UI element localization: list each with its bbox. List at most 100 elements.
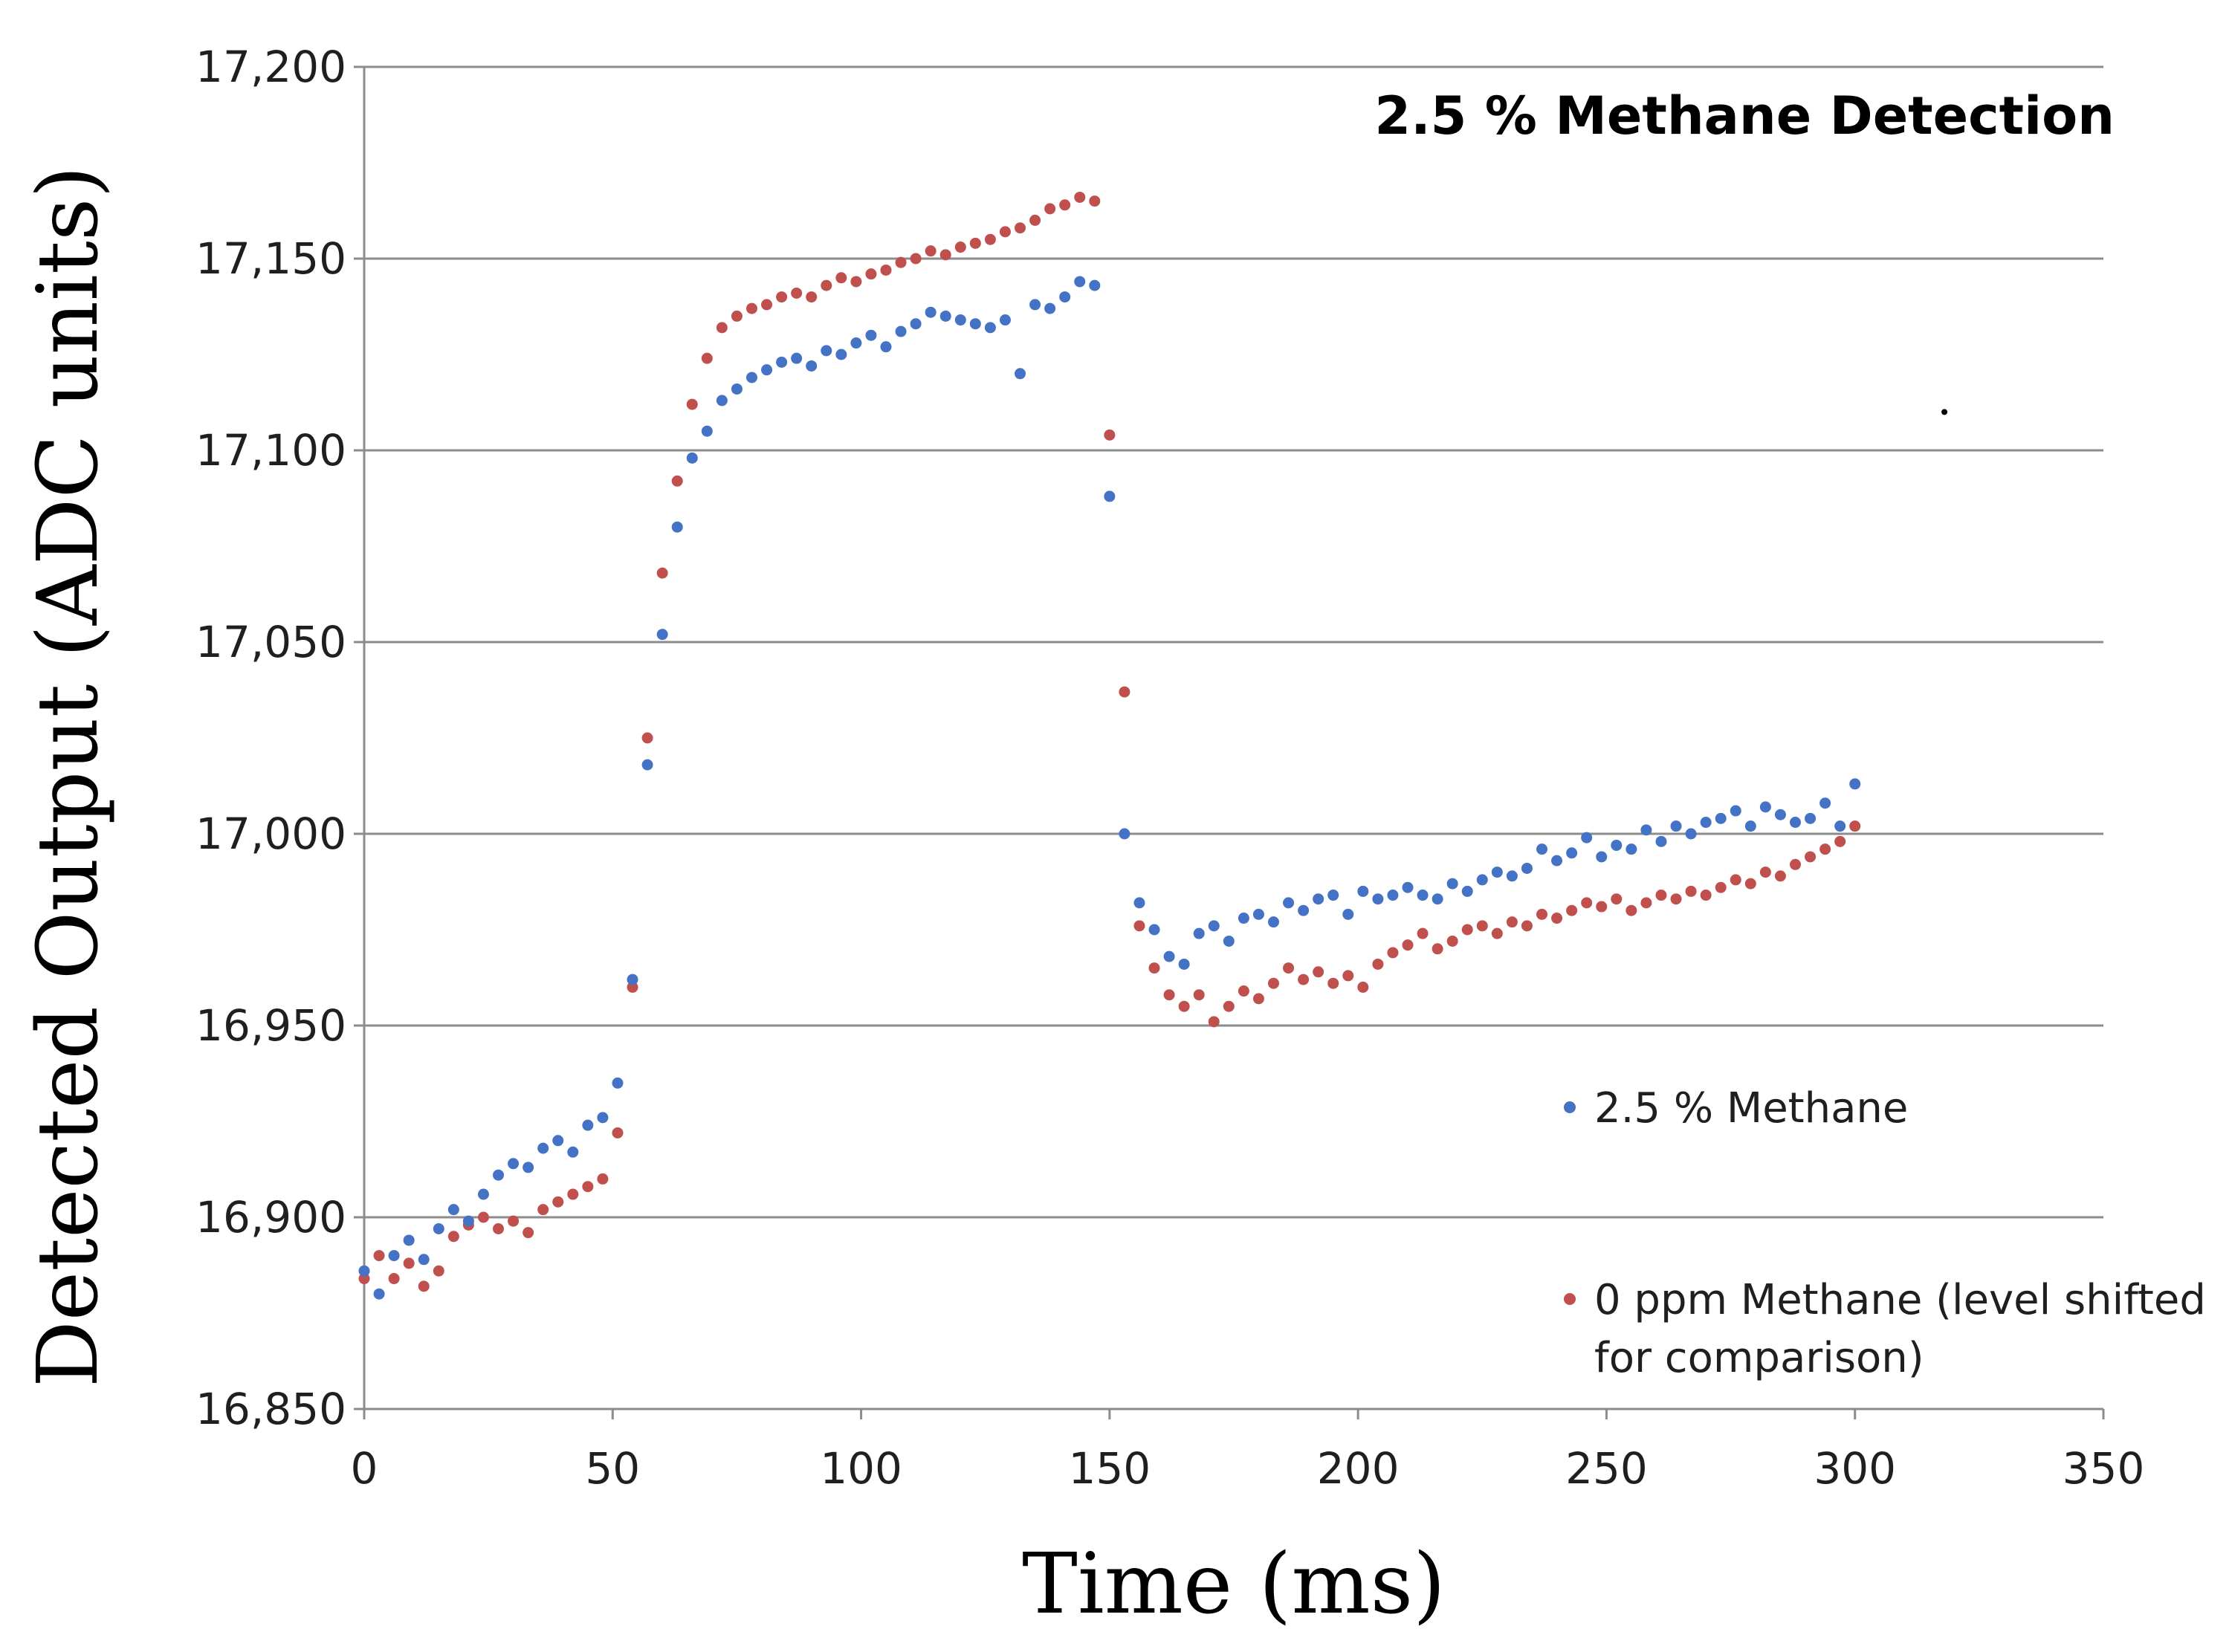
point-methane: [523, 1162, 534, 1173]
point-zero-ppm: [1208, 1016, 1220, 1028]
point-methane: [1476, 874, 1488, 886]
point-zero-ppm: [1596, 901, 1608, 913]
point-zero-ppm: [1252, 993, 1264, 1005]
point-zero-ppm: [1283, 962, 1295, 974]
point-methane: [1640, 824, 1652, 836]
point-methane: [1461, 885, 1473, 897]
point-methane: [821, 345, 832, 357]
point-zero-ppm: [716, 322, 728, 334]
point-zero-ppm: [1029, 214, 1041, 226]
point-methane: [1730, 805, 1741, 817]
point-methane: [462, 1215, 474, 1227]
point-methane: [373, 1288, 385, 1300]
data-points: [358, 191, 1948, 1300]
point-methane: [1446, 878, 1458, 890]
y-tick-label: 17,000: [195, 809, 346, 859]
point-zero-ppm: [984, 233, 996, 245]
point-zero-ppm: [523, 1227, 534, 1239]
point-methane: [1252, 908, 1264, 920]
x-tick-label: 250: [1565, 1443, 1648, 1494]
point-methane: [1178, 958, 1190, 970]
point-zero-ppm: [1163, 989, 1175, 1001]
point-zero-ppm: [745, 302, 757, 314]
point-zero-ppm: [1417, 927, 1429, 939]
point-methane: [1491, 867, 1503, 878]
point-methane: [358, 1265, 370, 1277]
point-methane: [567, 1146, 579, 1158]
point-zero-ppm: [1566, 904, 1578, 916]
point-zero-ppm: [1313, 966, 1324, 978]
point-methane: [641, 759, 653, 771]
y-tick-label: 17,200: [195, 42, 346, 92]
point-methane: [1015, 368, 1026, 380]
point-zero-ppm: [1819, 843, 1831, 855]
point-methane: [388, 1250, 400, 1262]
point-methane: [910, 318, 922, 330]
point-methane: [731, 383, 743, 395]
point-zero-ppm: [1551, 913, 1563, 924]
point-zero-ppm: [358, 1273, 370, 1285]
point-zero-ppm: [1238, 985, 1249, 997]
point-zero-ppm: [1387, 947, 1399, 959]
point-methane: [1148, 924, 1160, 936]
y-axis-title: Detected Output (ADC units): [20, 166, 117, 1387]
point-methane: [1536, 843, 1548, 855]
point-zero-ppm: [1372, 958, 1384, 970]
point-methane: [1759, 801, 1771, 813]
point-methane: [850, 337, 862, 349]
point-zero-ppm: [865, 268, 877, 280]
stray-point: [1941, 409, 1948, 415]
point-zero-ppm: [1774, 870, 1786, 882]
point-zero-ppm: [880, 264, 892, 276]
point-zero-ppm: [1849, 820, 1861, 832]
point-methane: [597, 1112, 609, 1124]
point-zero-ppm: [806, 291, 818, 303]
point-methane: [686, 452, 698, 464]
point-zero-ppm: [1536, 908, 1548, 920]
chart-title: 2.5 % Methane Detection: [1374, 85, 2115, 146]
point-methane: [627, 974, 638, 985]
point-methane: [508, 1158, 520, 1170]
point-methane: [1819, 797, 1831, 809]
point-methane: [761, 364, 773, 376]
point-zero-ppm: [835, 272, 847, 284]
point-zero-ppm: [686, 398, 698, 410]
point-methane: [1432, 893, 1443, 905]
point-zero-ppm: [1744, 878, 1756, 890]
point-zero-ppm: [1805, 851, 1817, 863]
point-methane: [1417, 890, 1429, 901]
point-zero-ppm: [1491, 927, 1503, 939]
point-methane: [895, 325, 907, 337]
x-tick-label: 200: [1317, 1443, 1400, 1494]
point-zero-ppm: [1446, 935, 1458, 947]
y-tick-labels: 16,850 16,900 16,950 17,000 17,050 17,100 17,1…: [195, 42, 346, 1434]
x-tick-label: 100: [820, 1443, 902, 1494]
point-methane: [1163, 950, 1175, 962]
point-zero-ppm: [1059, 199, 1071, 211]
point-zero-ppm: [1193, 989, 1205, 1001]
legend-label-zero-ppm: 0 ppm Methane (level shifted for compari…: [1594, 1276, 2219, 1382]
point-methane: [1089, 279, 1101, 291]
point-methane: [1133, 897, 1145, 909]
point-zero-ppm: [627, 981, 638, 993]
point-zero-ppm: [1759, 867, 1771, 878]
point-methane: [1208, 920, 1220, 932]
point-methane: [1327, 890, 1339, 901]
point-zero-ppm: [1148, 962, 1160, 974]
point-methane: [1655, 835, 1667, 847]
point-methane: [1715, 812, 1727, 824]
point-zero-ppm: [1685, 885, 1697, 897]
point-zero-ppm: [1432, 943, 1443, 955]
point-methane: [493, 1169, 505, 1181]
point-methane: [1611, 839, 1623, 851]
point-zero-ppm: [1521, 920, 1533, 932]
point-zero-ppm: [1267, 977, 1279, 989]
point-methane: [1283, 897, 1295, 909]
point-methane: [1834, 820, 1846, 832]
point-zero-ppm: [1044, 203, 1056, 215]
point-zero-ppm: [1178, 1000, 1190, 1012]
point-methane: [1223, 935, 1235, 947]
point-zero-ppm: [1655, 890, 1667, 901]
point-methane: [776, 356, 788, 368]
point-methane: [1581, 832, 1593, 843]
